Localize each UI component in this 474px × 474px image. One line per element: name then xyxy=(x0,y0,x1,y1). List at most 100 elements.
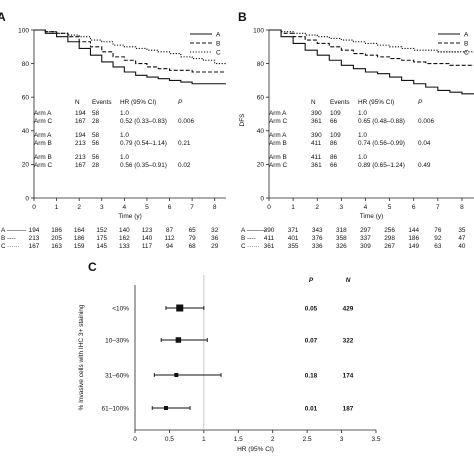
chart-b-stats-cell: Arm B xyxy=(269,140,287,147)
chart-a-legend-label-a: A xyxy=(216,31,221,38)
chart-a-stats-cell: 0.21 xyxy=(178,140,191,147)
chart-a-y-tick-label: 100 xyxy=(18,27,29,34)
chart-a-stats-cell: 194 xyxy=(75,132,86,139)
chart-a-at-risk-count: 145 xyxy=(96,243,107,250)
forest-x-tick-label: 0.5 xyxy=(165,436,174,443)
panel-c-label: C xyxy=(88,260,97,274)
forest-p-value: 0.07 xyxy=(305,337,318,344)
forest-x-tick-label: 1.5 xyxy=(234,436,243,443)
chart-b-at-risk-count: 35 xyxy=(458,227,466,234)
chart-b-stats-cell: 0.65 (0.48–0.88) xyxy=(358,118,405,125)
forest-n-value: 429 xyxy=(343,305,354,312)
chart-a-stats-cell: 0.006 xyxy=(178,118,194,125)
chart-b-stats-cell: 66 xyxy=(330,118,338,125)
chart-a-stats-cell: 58 xyxy=(92,110,100,117)
chart-a-stats-cell: 58 xyxy=(92,132,100,139)
chart-b-x-axis-label: Time (y) xyxy=(360,213,384,220)
chart-b-legend-label-c: C xyxy=(464,49,469,56)
chart-a-stats-cell: 1.0 xyxy=(120,110,129,117)
chart-b-at-risk-count: 343 xyxy=(312,227,323,234)
chart-b-stats-cell: 0.006 xyxy=(418,118,434,125)
chart-a-y-tick-label: 40 xyxy=(22,128,30,135)
forest-hr-marker xyxy=(175,337,182,343)
forest-x-tick-label: 1 xyxy=(202,436,206,443)
chart-a-at-risk-count: 140 xyxy=(119,227,130,234)
chart-b-stats-cell: 0.74 (0.56–0.99) xyxy=(358,140,405,147)
forest-row-label: 10–30% xyxy=(105,337,129,344)
chart-a-stats-cell: Arm B xyxy=(34,140,52,147)
chart-b-at-risk-count: 76 xyxy=(434,227,442,234)
chart-a-at-risk-line-symbol: ······ xyxy=(7,243,20,250)
chart-a-x-tick-label: 5 xyxy=(145,204,149,211)
chart-a-stats-cell: 28 xyxy=(92,118,100,125)
chart-b-at-risk-count: 361 xyxy=(264,243,275,250)
chart-a-stats-cell: 1.0 xyxy=(120,154,129,161)
forest-row-label: 61–100% xyxy=(102,405,130,412)
chart-a-x-tick-label: 3 xyxy=(100,204,104,211)
forest-x-tick-label: 3 xyxy=(340,436,344,443)
chart-b-at-risk-count: 144 xyxy=(408,227,419,234)
forest-p-header: P xyxy=(309,277,314,284)
chart-b-stats-header: P xyxy=(418,99,423,106)
chart-b-at-risk-count: 297 xyxy=(360,227,371,234)
chart-b-stats-cell: Arm A xyxy=(269,110,287,117)
chart-a-at-risk-count: 162 xyxy=(119,235,130,242)
chart-b-stats-cell: 86 xyxy=(330,140,338,147)
chart-a-stats-cell: 0.56 (0.35–0.91) xyxy=(120,162,167,169)
chart-a-at-risk-count: 68 xyxy=(189,243,197,250)
chart-a-stats-cell: 167 xyxy=(75,162,86,169)
chart-a-at-risk-count: 164 xyxy=(74,227,85,234)
chart-b-stats-cell: 0.89 (0.65–1.24) xyxy=(358,162,405,169)
chart-b-y-tick-label: 100 xyxy=(253,27,264,34)
chart-a-stats-header: N xyxy=(75,99,80,106)
forest-hr-marker xyxy=(176,304,184,312)
chart-b-at-risk-line-symbol: ---- xyxy=(247,235,256,242)
chart-b-at-risk-count: 309 xyxy=(360,243,371,250)
chart-a-at-risk-count: 94 xyxy=(166,243,174,250)
chart-b-legend-label-a: A xyxy=(464,31,469,38)
forest-row-label: <10% xyxy=(112,305,129,312)
chart-a-at-risk-count: 117 xyxy=(142,243,153,250)
forest-p-value: 0.18 xyxy=(305,372,318,379)
chart-b-stats-header: N xyxy=(311,99,316,106)
forest-n-header: N xyxy=(346,277,351,284)
chart-b-stats-cell: 66 xyxy=(330,162,338,169)
chart-b-stats-cell: 411 xyxy=(311,140,322,147)
chart-b-at-risk-arm-label: A xyxy=(241,227,246,234)
chart-a-stats-cell: Arm A xyxy=(34,132,52,139)
chart-b-at-risk-count: 355 xyxy=(288,243,299,250)
chart-b-stats-header: HR (95% CI) xyxy=(358,99,394,106)
chart-a-at-risk-line-symbol: ——— xyxy=(7,227,27,234)
chart-a-at-risk-count: 123 xyxy=(142,227,153,234)
chart-a-stats-cell: 213 xyxy=(75,140,86,147)
chart-b-stats-cell: 411 xyxy=(311,154,322,161)
chart-a-stats-cell: 194 xyxy=(75,110,86,117)
chart-a-stats-cell: Arm C xyxy=(34,162,52,169)
chart-b-stats-cell: Arm B xyxy=(269,154,287,161)
chart-b-at-risk-line-symbol: ······ xyxy=(247,243,260,250)
chart-b-stats-cell: 361 xyxy=(311,162,322,169)
chart-b-x-tick-label: 3 xyxy=(340,204,344,211)
chart-b-stats-cell: 0.04 xyxy=(418,140,431,147)
chart-b-stats-cell: 109 xyxy=(330,110,341,117)
chart-b-at-risk-count: 92 xyxy=(434,235,442,242)
chart-b-at-risk-count: 337 xyxy=(360,235,371,242)
chart-a-stats-cell: 167 xyxy=(75,118,86,125)
chart-a-at-risk-arm-label: B xyxy=(1,235,5,242)
chart-b-stats-cell: Arm A xyxy=(269,132,287,139)
chart-a-x-tick-label: 2 xyxy=(77,204,81,211)
chart-a-y-tick-label: 20 xyxy=(22,162,30,169)
chart-b-at-risk-count: 371 xyxy=(288,227,299,234)
chart-b-at-risk-count: 411 xyxy=(264,235,275,242)
chart-a-at-risk-count: 36 xyxy=(211,235,219,242)
chart-b-stats-cell: 109 xyxy=(330,132,341,139)
chart-b-stats-cell: 0.49 xyxy=(418,162,431,169)
chart-b-series-a-line xyxy=(269,29,474,95)
chart-a-stats-header: P xyxy=(178,99,183,106)
chart-b-y-tick-label: 80 xyxy=(257,61,265,68)
chart-a-stats-cell: 56 xyxy=(92,140,100,147)
chart-b-at-risk-count: 256 xyxy=(384,227,395,234)
chart-a-at-risk-count: 32 xyxy=(211,227,219,234)
chart-b-y-tick-label: 0 xyxy=(260,195,264,202)
chart-a-stats-cell: 213 xyxy=(75,154,86,161)
